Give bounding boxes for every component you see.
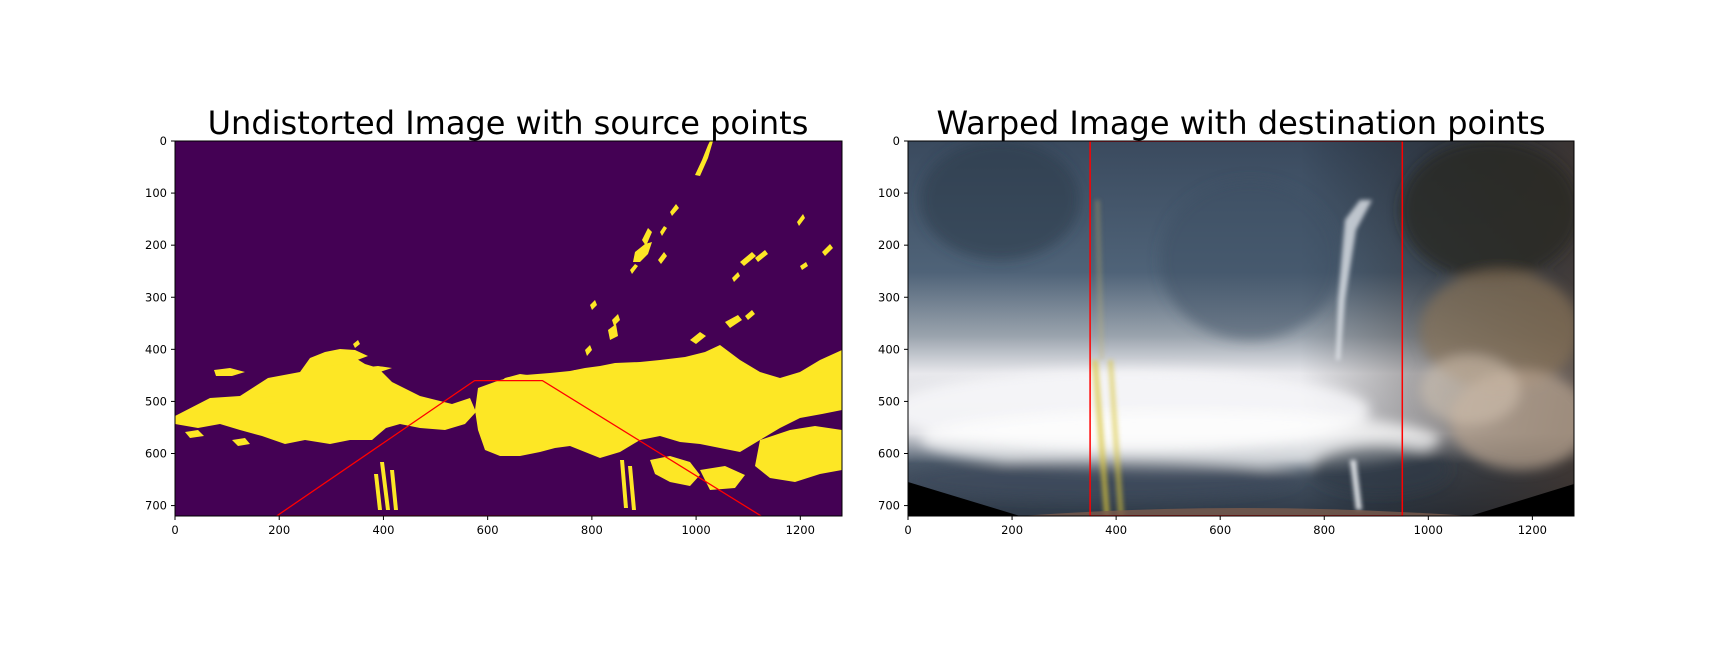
- right-image: [908, 141, 1574, 516]
- right-hood-edge: [1020, 508, 1470, 516]
- right-destination-points-overlay: [1089, 141, 1404, 516]
- left-ytick-label: 100: [145, 186, 167, 200]
- left-xtick-label: 400: [372, 523, 394, 537]
- left-ytick-label: 400: [145, 342, 167, 356]
- left-xtick-label: 600: [477, 523, 499, 537]
- left-ytick-label: 600: [145, 447, 167, 461]
- right-title: Warped Image with destination points: [936, 104, 1545, 142]
- left-binary-mask: [175, 141, 842, 510]
- left-xtick-label: 0: [171, 523, 178, 537]
- right-xtick-label: 200: [1001, 523, 1023, 537]
- right-xtick-label: 600: [1209, 523, 1231, 537]
- left-xticks: 0 200 400 600 800 1000 1200: [171, 516, 815, 537]
- left-ytick-label: 0: [160, 134, 167, 148]
- right-black-corner-left: [908, 482, 1020, 516]
- left-xtick-label: 1000: [681, 523, 710, 537]
- right-ytick-label: 300: [878, 290, 900, 304]
- right-xtick-label: 800: [1313, 523, 1335, 537]
- right-xtick-label: 400: [1105, 523, 1127, 537]
- right-xtick-label: 1200: [1518, 523, 1547, 537]
- right-xtick-label: 0: [904, 523, 911, 537]
- left-source-points-overlay: [276, 379, 763, 516]
- right-xtick-label: 1000: [1414, 523, 1443, 537]
- right-yticks: 0 100 200 300 400 500 600 700: [878, 134, 908, 513]
- left-yticks: 0 100 200 300 400 500 600 700: [145, 134, 175, 513]
- right-ytick-label: 400: [878, 342, 900, 356]
- left-xtick-label: 1200: [786, 523, 815, 537]
- right-lane-marks: [1092, 200, 1372, 516]
- right-ytick-label: 200: [878, 238, 900, 252]
- left-ytick-label: 700: [145, 499, 167, 513]
- right-ytick-label: 100: [878, 186, 900, 200]
- right-ytick-label: 700: [878, 499, 900, 513]
- left-xtick-label: 800: [581, 523, 603, 537]
- left-ytick-label: 500: [145, 394, 167, 408]
- left-image-background: [175, 141, 842, 516]
- right-ytick-label: 0: [893, 134, 900, 148]
- left-title: Undistorted Image with source points: [208, 104, 809, 142]
- right-xticks: 0 200 400 600 800 1000 1200: [904, 516, 1547, 537]
- left-image: [175, 141, 842, 516]
- left-xtick-label: 200: [268, 523, 290, 537]
- left-ytick-label: 300: [145, 290, 167, 304]
- right-ytick-label: 500: [878, 394, 900, 408]
- left-ytick-label: 200: [145, 238, 167, 252]
- right-image-texture: [908, 141, 1574, 500]
- right-axes-frame: [907, 140, 1575, 517]
- axes-right: Warped Image with destination points: [878, 104, 1575, 537]
- right-ytick-label: 600: [878, 447, 900, 461]
- left-axes-frame: [174, 140, 843, 517]
- right-black-corner-right: [1470, 484, 1574, 516]
- axes-left: Undistorted Image with source points: [145, 104, 843, 537]
